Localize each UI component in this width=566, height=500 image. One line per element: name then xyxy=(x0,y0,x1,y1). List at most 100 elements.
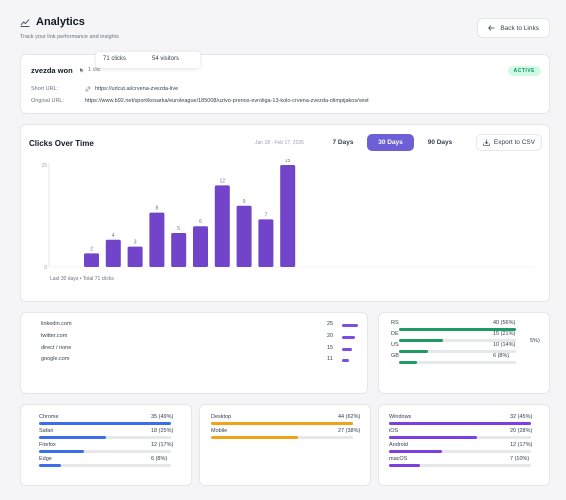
chart-footer: Last 30 days • Total 71 clicks xyxy=(50,276,114,282)
browser-bar-track xyxy=(39,464,171,467)
os-name: macOS xyxy=(389,456,408,462)
browsers-card: Chrome 35 (49%) Safari 18 (25%) Firefox 12 (1… xyxy=(20,404,192,486)
chart-bar[interactable] xyxy=(127,246,143,267)
country-value: 10 (14%) xyxy=(493,342,516,348)
country-bar-fill xyxy=(399,328,516,331)
browser-bar-fill xyxy=(39,464,62,467)
countries-card: RS 40 (56%) DE 15 (21%) US 10 (14%) GB 6 (8%) xyxy=(378,312,550,394)
os-value: 20 (28%) xyxy=(510,428,533,434)
bar-value-label: 7 xyxy=(265,212,268,218)
browser-name: Firefox xyxy=(39,442,56,448)
short-url-label: Short URL: xyxy=(31,86,59,92)
os-value: 32 (45%) xyxy=(510,414,533,420)
referrer-name: twitter.com xyxy=(41,333,68,339)
os-bar-track xyxy=(389,464,531,467)
referrer-name: direct / none xyxy=(41,345,72,351)
bar-value-label: 3 xyxy=(134,240,137,246)
export-csv-button[interactable]: Export to CSV xyxy=(476,134,542,151)
device-name: Mobile xyxy=(211,428,228,434)
browser-bar-fill xyxy=(39,436,107,439)
os-card: Windows 32 (45%) iOS 20 (28%) Android 12 (17%… xyxy=(378,404,550,486)
chart-bar[interactable] xyxy=(84,253,99,267)
os-value: 12 (17%) xyxy=(510,442,533,448)
chart-bar[interactable] xyxy=(280,165,296,267)
bar-value-label: 4 xyxy=(112,233,115,239)
chart-bar[interactable] xyxy=(214,185,230,267)
browser-value: 6 (8%) xyxy=(151,456,168,462)
export-csv-label: Export to CSV xyxy=(493,139,536,146)
range-button-30-days[interactable]: 30 Days xyxy=(367,134,414,151)
browser-name: Safari xyxy=(39,428,54,434)
country-bar-fill xyxy=(399,361,417,364)
browser-value: 18 (25%) xyxy=(151,428,174,434)
chart-bar[interactable] xyxy=(105,239,121,267)
clipped-percent-text: 5%) xyxy=(530,338,540,344)
back-to-links-button[interactable]: Back to Links xyxy=(477,18,550,38)
tooltip-visitors: 54 visitors xyxy=(152,56,180,62)
browser-name: Chrome xyxy=(39,414,59,420)
chart-bar[interactable] xyxy=(149,212,165,267)
bar-value-label: 15 xyxy=(285,159,291,164)
bar-value-label: 6 xyxy=(199,219,202,225)
page-title: Analytics xyxy=(20,16,85,28)
referrers-card: linkedin.com 25 twitter.com 20 direct / none… xyxy=(20,312,368,394)
y-tick-label: 0 xyxy=(44,265,47,271)
range-button-90-days[interactable]: 90 Days xyxy=(427,139,453,146)
back-to-links-label: Back to Links xyxy=(500,24,539,32)
browser-bar-track xyxy=(39,422,171,425)
status-badge: ACTIVE xyxy=(507,66,541,76)
country-name: US xyxy=(391,342,399,348)
clicks-bar-chart: 0 15 2 4 3 8 5 6 12 9 7 15 xyxy=(41,159,534,271)
range-button-7-days[interactable]: 7 Days xyxy=(332,139,354,146)
country-value: 40 (56%) xyxy=(493,320,516,326)
country-bar-track xyxy=(399,328,516,331)
device-value: 44 (62%) xyxy=(338,414,361,420)
short-url-link[interactable]: https://urlcut.ai/crvena-zvezda-live xyxy=(95,86,179,92)
chart-bar[interactable] xyxy=(236,205,252,267)
original-url-link[interactable]: https://www.b92.net/sport/kosarka/eurole… xyxy=(85,98,369,104)
country-name: DE xyxy=(391,331,399,337)
short-url-row: Short URL: https://urlcut.ai/crvena-zvez… xyxy=(31,86,178,92)
tooltip-clicks: 71 clicks xyxy=(103,56,127,62)
cursor-click-icon xyxy=(80,68,84,73)
referrer-count: 25 xyxy=(327,321,334,327)
referrer-count: 11 xyxy=(327,356,333,362)
chart-line-icon xyxy=(20,18,30,27)
browser-name: Edge xyxy=(39,456,52,462)
browser-value: 35 (49%) xyxy=(151,414,174,420)
referrer-bar xyxy=(342,359,350,362)
referrer-bar xyxy=(342,324,358,327)
browser-value: 12 (17%) xyxy=(151,442,174,448)
country-bar-track xyxy=(399,350,516,353)
page-header: Analytics Track your link performance an… xyxy=(20,14,550,54)
download-icon xyxy=(483,139,490,146)
browser-bar-track xyxy=(39,450,171,453)
os-bar-fill xyxy=(389,450,442,453)
bar-value-label: 8 xyxy=(156,206,159,212)
country-bar-track xyxy=(399,361,516,364)
original-url-row: Original URL: https://www.b92.net/sport/… xyxy=(31,98,369,104)
browser-bar-track xyxy=(39,436,171,439)
country-bar-fill xyxy=(399,350,429,353)
bar-value-label: 9 xyxy=(243,199,246,205)
os-name: iOS xyxy=(389,428,399,434)
page-title-text: Analytics xyxy=(36,16,85,28)
browser-bar-fill xyxy=(39,450,84,453)
chart-bar[interactable] xyxy=(258,219,274,267)
chart-bar[interactable] xyxy=(193,226,208,267)
referrer-name: linkedin.com xyxy=(41,321,72,327)
devices-card: Desktop 44 (62%) Mobile 27 (38%) xyxy=(199,404,371,486)
os-name: Android xyxy=(389,442,408,448)
referrer-bar xyxy=(342,336,355,339)
page-subtitle: Track your link performance and insights xyxy=(20,34,119,40)
device-bar-track xyxy=(211,436,353,439)
original-url-label: Original URL: xyxy=(31,98,65,104)
os-bar-track xyxy=(389,422,531,425)
arrow-left-icon xyxy=(488,25,495,31)
device-value: 27 (38%) xyxy=(338,428,361,434)
country-name: GB xyxy=(391,353,399,359)
chart-bar[interactable] xyxy=(171,233,187,267)
country-bar-track xyxy=(399,339,516,342)
short-url-value: https://urlcut.ai/crvena-zvezda-live xyxy=(85,86,178,92)
device-bar-fill xyxy=(211,436,298,439)
